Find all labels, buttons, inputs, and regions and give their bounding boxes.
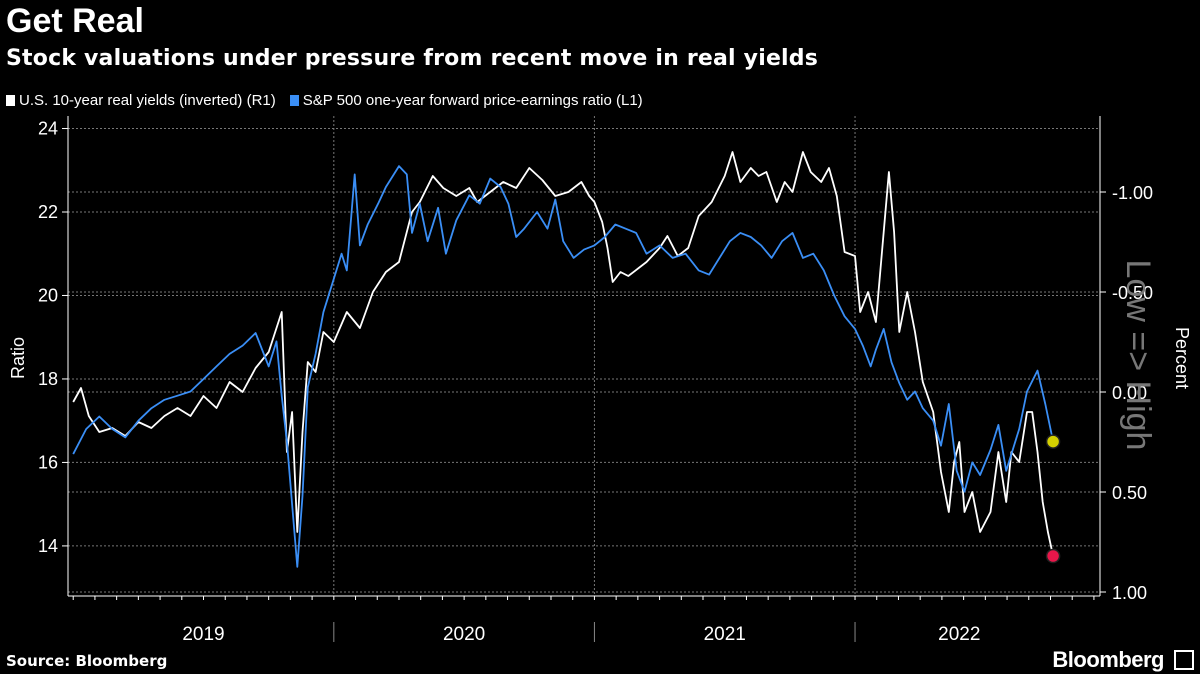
left-tick-label: 22	[38, 202, 58, 222]
gridlines	[68, 116, 1100, 596]
legend-swatch-real-yields	[6, 95, 15, 106]
legend-item-pe-ratio: S&P 500 one-year forward price-earnings …	[289, 92, 643, 109]
left-tick-label: 14	[38, 536, 58, 556]
x-tick-label: 2020	[443, 624, 485, 645]
right-tick-label: 1.00	[1112, 583, 1147, 603]
left-axis-label: Ratio	[8, 337, 28, 379]
series-line-pe-ratio	[72, 165, 1054, 568]
right-tick-label: 0.50	[1112, 483, 1147, 503]
x-tick-label: 2019	[182, 624, 224, 645]
left-tick-label: 16	[38, 452, 58, 472]
chart-title: Get Real	[6, 2, 144, 40]
right-tick-label: 0.00	[1112, 383, 1147, 403]
left-tick-label: 20	[38, 285, 58, 305]
legend-item-real-yields: U.S. 10-year real yields (inverted) (R1)	[6, 92, 276, 109]
left-tick-label: 24	[38, 119, 58, 139]
right-tick-label: -1.00	[1112, 183, 1153, 203]
x-tick-label: 2022	[938, 624, 980, 645]
right-tick-label: -0.50	[1112, 283, 1153, 303]
x-tick-label: 2021	[704, 624, 746, 645]
bloomberg-logo: Bloomberg	[1052, 647, 1164, 672]
series-line-real-yields	[72, 151, 1054, 557]
end-marker-pe-ratio	[1045, 434, 1061, 449]
low-high-annotation: Low => High	[1119, 260, 1157, 451]
legend-label-pe-ratio: S&P 500 one-year forward price-earnings …	[302, 92, 643, 109]
right-axis-label: Percent	[1172, 327, 1192, 389]
left-tick-label: 18	[38, 369, 58, 389]
end-marker-real-yields	[1045, 548, 1061, 564]
source-note: Source: Bloomberg	[6, 652, 168, 670]
legend-label-real-yields: U.S. 10-year real yields (inverted) (R1)	[19, 92, 276, 109]
chart-subtitle: Stock valuations under pressure from rec…	[6, 46, 819, 71]
terminal-icon	[1174, 650, 1194, 670]
legend: U.S. 10-year real yields (inverted) (R1)…	[6, 92, 643, 109]
plot-area	[72, 151, 1061, 568]
legend-swatch-pe-ratio	[289, 95, 299, 106]
